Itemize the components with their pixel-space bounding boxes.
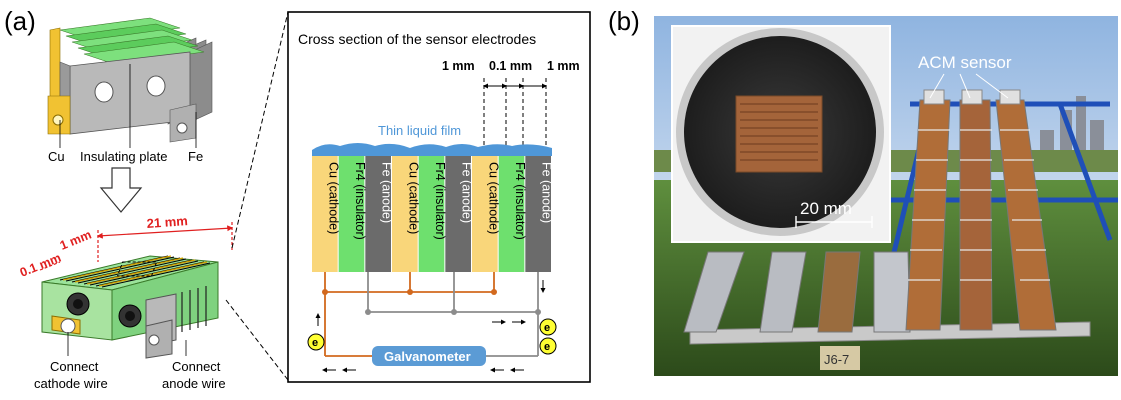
dim-label-2: 0.1 mm [489,59,532,73]
electrode-strip-label: Fe (anode) [380,162,394,223]
electron-icon: e [539,318,557,336]
sensor-closeup-inset [671,25,891,243]
label-connect-cathode-1: Connect [50,359,99,374]
dim-0-1mm: 0.1 mm [18,251,63,280]
svg-text:e: e [544,322,550,334]
zoom-line-top [231,11,289,249]
electrode-strip-label: Fr4 (insulator) [353,162,367,240]
dim-label-3: 1 mm [547,59,580,73]
panel-a-label: (a) [4,6,36,36]
cathode-junctions [322,289,497,295]
sensor-exploded-illustration [47,17,213,148]
dim-1mm: 1 mm [58,228,94,253]
electrode-strips: Cu (cathode) Fr4 (insulator) Fe (anode) Cu … [312,156,554,272]
electrode-strip [445,156,471,272]
down-arrow-icon [99,167,143,213]
sensor-assembled-illustration [41,255,219,359]
dim-21mm: 21 mm [146,213,188,231]
photo-tag: J6-7 [824,352,849,367]
electrode-strip [418,156,445,272]
electrode-strip [365,156,391,272]
electrode-strip-label: Fe (anode) [540,162,554,223]
label-connect-cathode-2: cathode wire [34,376,108,391]
galvanometer-label: Galvanometer [384,349,471,364]
acm-leader-lines [929,73,1009,99]
electrode-strip [392,156,418,272]
electrode-strip [312,156,338,272]
dimension-lines [483,78,547,148]
electrode-strip [498,156,525,272]
electrode-strip [338,156,365,272]
electrode-strip-label: Fr4 (insulator) [433,162,447,240]
label-cu: Cu [48,149,65,164]
electrode-strip-label: Fr4 (insulator) [513,162,527,240]
svg-text:e: e [544,341,550,353]
label-insulating-plate: Insulating plate [80,149,167,164]
cross-section-title: Cross section of the sensor electrodes [298,31,536,47]
electrode-strip-label: Cu (cathode) [486,162,500,234]
scale-bar-label: 20 mm [800,199,852,218]
electron-icon: e [539,337,557,355]
panel-b-label: (b) [608,6,640,36]
zoom-line-bottom [225,299,289,381]
galvanometer-box [372,346,486,366]
electrode-strip-label: Fe (anode) [460,162,474,223]
label-fe: Fe [188,149,203,164]
svg-text:e: e [312,337,318,349]
electrode-strip-label: Cu (cathode) [326,162,340,234]
anode-junctions [365,309,541,315]
electron-icon: e [307,333,325,351]
electrode-strip [525,156,551,272]
electrode-strip [472,156,498,272]
label-connect-anode-1: Connect [172,359,221,374]
film-label: Thin liquid film [378,123,461,138]
electrode-strip-label: Cu (cathode) [406,162,420,234]
acm-sensor-label: ACM sensor [918,53,1012,72]
dim-label-1: 1 mm [442,59,475,73]
liquid-film [312,143,552,156]
label-connect-anode-2: anode wire [162,376,226,391]
